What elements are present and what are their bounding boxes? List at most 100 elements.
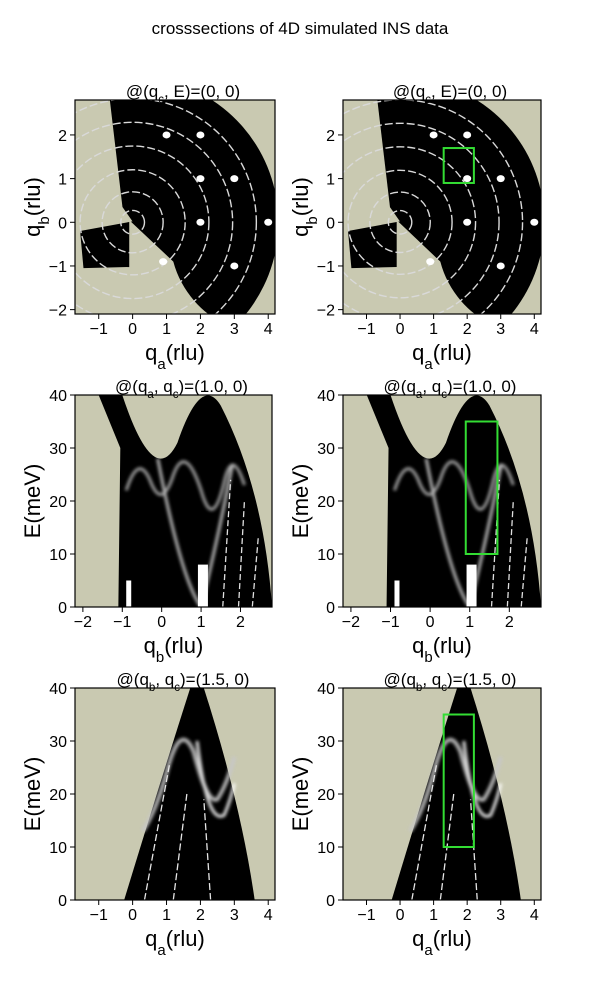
- x-tick-label: −1: [357, 321, 375, 338]
- x-tick-label: 1: [162, 907, 171, 924]
- x-tick-label: −2: [342, 614, 360, 631]
- y-tick-label: 1: [326, 172, 335, 189]
- x-tick-label: 1: [197, 614, 206, 631]
- x-tick-label: 4: [530, 907, 539, 924]
- x-tick-label: 3: [230, 907, 239, 924]
- y-tick-label: 20: [49, 494, 67, 511]
- x-axis-label: qb(rlu): [412, 633, 472, 666]
- x-tick-label: 4: [264, 907, 273, 924]
- x-tick-label: 2: [463, 907, 472, 924]
- y-tick-label: 2: [326, 128, 335, 145]
- y-tick-label: 40: [317, 681, 335, 698]
- panel-qa-qb-left: −1 0 1 2 3 4 −2 −1 0 1 2 qa(rlu) qb(rlu) @(qc, E)=(0,…: [20, 82, 276, 373]
- heatmap-image: [75, 395, 272, 607]
- x-tick-label: 2: [463, 321, 472, 338]
- x-tick-label: 4: [264, 321, 273, 338]
- x-tick-label: 0: [426, 614, 435, 631]
- y-tick-label: 20: [317, 787, 335, 804]
- x-axis-label: qb(rlu): [144, 633, 204, 666]
- x-tick-label: 1: [162, 321, 171, 338]
- panel-title: @(qa, qc)=(1.0, 0): [384, 377, 517, 401]
- x-axis-label: qa(rlu): [145, 926, 205, 959]
- y-tick-label: −1: [317, 259, 335, 276]
- heatmap-image: [75, 100, 275, 314]
- y-tick-label: 2: [58, 128, 67, 145]
- y-tick-label: 10: [317, 840, 335, 857]
- x-tick-label: −1: [90, 907, 108, 924]
- x-tick-label: 2: [236, 614, 245, 631]
- x-tick-label: −1: [113, 614, 131, 631]
- x-tick-label: 4: [530, 321, 539, 338]
- y-tick-label: 40: [317, 388, 335, 405]
- axes-frame: −1 0 1 2 3 4 −2 −1 0 1 2 qa(rlu) qb(rlu) @(qc, E)=(0,…: [288, 82, 542, 373]
- panel-title: @(qb, qc)=(1.5, 0): [384, 670, 517, 694]
- x-tick-label: −1: [90, 321, 108, 338]
- y-tick-label: 20: [49, 787, 67, 804]
- x-tick-label: 3: [230, 321, 239, 338]
- y-tick-label: 1: [58, 172, 67, 189]
- x-tick-label: 0: [396, 321, 405, 338]
- y-tick-label: 30: [49, 734, 67, 751]
- x-tick-label: 2: [196, 321, 205, 338]
- y-tick-label: −1: [49, 259, 67, 276]
- y-tick-label: 40: [49, 681, 67, 698]
- figure-title: crosssections of 4D simulated INS data: [152, 19, 449, 38]
- x-tick-label: 2: [505, 614, 514, 631]
- y-tick-label: 10: [49, 547, 67, 564]
- x-axis-label: qa(rlu): [412, 926, 472, 959]
- roi-box: [442, 713, 475, 848]
- x-tick-label: 3: [496, 321, 505, 338]
- panel-title: @(qc, E)=(0, 0): [126, 82, 240, 106]
- x-tick-label: 0: [128, 907, 137, 924]
- x-axis-label: qa(rlu): [412, 340, 472, 373]
- y-tick-label: −2: [317, 303, 335, 320]
- y-tick-label: 30: [317, 734, 335, 751]
- y-tick-label: 0: [58, 215, 67, 232]
- panel-title: @(qc, E)=(0, 0): [393, 82, 507, 106]
- y-tick-label: 0: [326, 893, 335, 910]
- y-axis-label: E(meV): [288, 757, 313, 832]
- heatmap-image: [75, 688, 275, 900]
- y-tick-label: 40: [49, 388, 67, 405]
- y-axis-label: qb(rlu): [20, 177, 53, 237]
- y-axis-label: E(meV): [288, 464, 313, 539]
- heatmap-image: [343, 688, 541, 900]
- y-tick-label: 10: [317, 547, 335, 564]
- y-tick-label: 30: [49, 441, 67, 458]
- y-axis-label: qb(rlu): [288, 177, 321, 237]
- y-tick-label: 0: [58, 893, 67, 910]
- x-axis-label: qa(rlu): [145, 340, 205, 373]
- y-tick-label: 20: [317, 494, 335, 511]
- y-tick-label: 0: [58, 600, 67, 617]
- y-axis-label: E(meV): [20, 757, 45, 832]
- x-tick-label: −1: [381, 614, 399, 631]
- y-tick-label: −2: [49, 303, 67, 320]
- x-tick-label: 0: [157, 614, 166, 631]
- y-tick-label: 30: [317, 441, 335, 458]
- panel-title: @(qa, qc)=(1.0, 0): [115, 377, 248, 401]
- heatmap-image: [343, 395, 541, 607]
- y-axis-label: E(meV): [20, 464, 45, 539]
- x-tick-label: −1: [357, 907, 375, 924]
- panel-title: @(qb, qc)=(1.5, 0): [117, 670, 250, 694]
- roi-box: [464, 420, 499, 555]
- y-tick-label: 10: [49, 840, 67, 857]
- panel-qa-qb-right: −1 0 1 2 3 4 −2 −1 0 1 2 qa(rlu) qb(rlu) @(qc, E)=(0,…: [288, 82, 542, 373]
- x-tick-label: 1: [429, 907, 438, 924]
- x-tick-label: −2: [74, 614, 92, 631]
- x-tick-label: 1: [465, 614, 474, 631]
- y-tick-label: 0: [326, 215, 335, 232]
- y-tick-label: 0: [326, 600, 335, 617]
- x-tick-label: 3: [496, 907, 505, 924]
- heatmap-image: [343, 100, 541, 314]
- axes-frame: −1 0 1 2 3 4 −2 −1 0 1 2 qa(rlu) qb(rlu) @(qc, E)=(0,…: [20, 82, 276, 373]
